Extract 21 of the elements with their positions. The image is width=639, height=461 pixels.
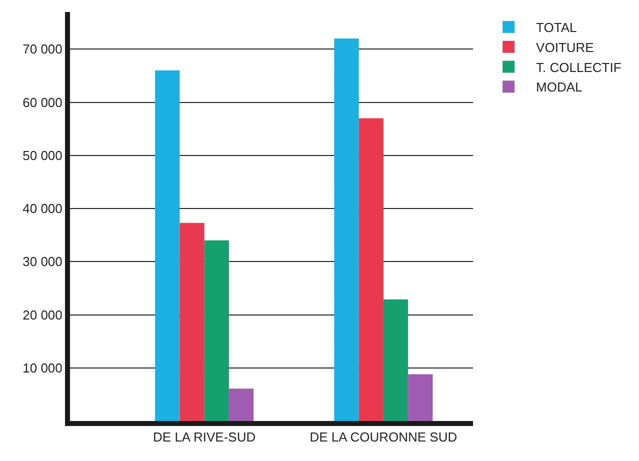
bar — [204, 240, 229, 421]
legend-label: TOTAL — [536, 20, 577, 36]
bar — [228, 388, 254, 421]
x-tick-label: DE LA COURONNE SUD — [310, 430, 458, 445]
y-tick-label: 40 000 — [22, 201, 62, 216]
y-tick-label: 10 000 — [22, 360, 62, 376]
bar — [180, 222, 204, 421]
y-tick-label: 20 000 — [22, 307, 62, 322]
bar — [408, 374, 433, 421]
legend-label: MODAL — [536, 80, 582, 95]
legend-label: T. COLLECTIF — [536, 60, 622, 75]
y-tick-label: 70 000 — [22, 42, 62, 57]
y-tick-label: 60 000 — [22, 94, 62, 110]
legend-label: VOITURE — [536, 40, 594, 55]
y-tick-label: 30 000 — [22, 254, 62, 270]
bar — [155, 70, 180, 421]
x-tick-label: DE LA RIVE-SUD — [153, 430, 256, 445]
bar — [358, 118, 384, 421]
y-tick-label: 50 000 — [22, 148, 62, 163]
bar — [383, 299, 408, 421]
bar — [334, 38, 359, 421]
